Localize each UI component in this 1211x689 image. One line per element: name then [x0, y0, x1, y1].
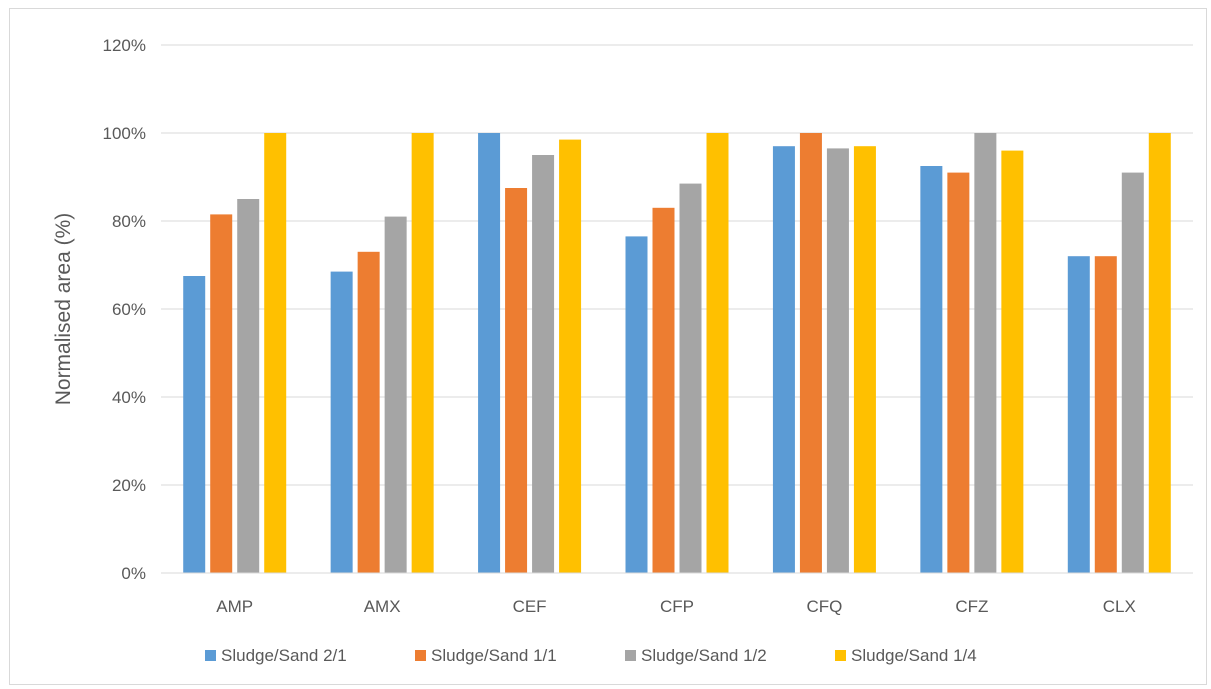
bar-cfp-series-2	[652, 207, 675, 574]
bar-cef-series-3	[532, 155, 555, 573]
bar-amp-series-1	[183, 276, 206, 573]
y-tick-label: 20%	[112, 476, 146, 495]
bar-clx-series-4	[1148, 133, 1171, 573]
y-tick-label: 120%	[103, 36, 146, 55]
x-axis-ticks: AMP AMX CEF CFP CFQ CFZ CLX	[216, 597, 1136, 616]
legend-label-3: Sludge/Sand 1/2	[641, 646, 767, 665]
legend-swatch-2	[415, 650, 426, 661]
bar-amx-series-4	[411, 133, 434, 573]
bars	[183, 133, 1171, 574]
x-tick-label: CFQ	[806, 597, 842, 616]
bar-cef-series-2	[505, 188, 528, 573]
bar-cef-series-4	[559, 139, 582, 573]
x-tick-label: AMP	[216, 597, 253, 616]
gridlines	[161, 44, 1193, 486]
bar-amx-series-3	[384, 216, 407, 573]
bar-clx-series-3	[1121, 172, 1144, 573]
bar-cfz-series-2	[947, 172, 970, 573]
bar-cfz-series-1	[920, 166, 943, 573]
legend-label-1: Sludge/Sand 2/1	[221, 646, 347, 665]
y-tick-label: 40%	[112, 388, 146, 407]
y-tick-label: 80%	[112, 212, 146, 231]
bar-clx-series-1	[1067, 256, 1090, 573]
bar-cfp-series-1	[625, 236, 648, 573]
legend-swatch-3	[625, 650, 636, 661]
bar-cfq-series-1	[772, 146, 795, 573]
x-tick-label: CFP	[660, 597, 694, 616]
bar-cfp-series-4	[706, 133, 729, 573]
bar-cfq-series-3	[826, 148, 849, 573]
bar-amp-series-3	[237, 199, 260, 573]
bar-cfz-series-4	[1001, 150, 1024, 573]
bar-cef-series-1	[478, 133, 501, 573]
bar-amp-series-2	[210, 214, 233, 573]
bar-amp-series-4	[264, 133, 287, 573]
legend-label-4: Sludge/Sand 1/4	[851, 646, 977, 665]
bar-cfq-series-4	[853, 146, 876, 573]
y-tick-label: 100%	[103, 124, 146, 143]
y-axis-ticks: 0% 20% 40% 60% 80% 100% 120%	[103, 36, 146, 583]
x-tick-label: CLX	[1103, 597, 1136, 616]
bar-cfq-series-2	[799, 133, 822, 573]
x-tick-label: AMX	[364, 597, 401, 616]
legend-swatch-1	[205, 650, 216, 661]
y-tick-label: 60%	[112, 300, 146, 319]
bar-clx-series-2	[1094, 256, 1117, 573]
bar-amx-series-1	[330, 271, 353, 573]
legend-label-2: Sludge/Sand 1/1	[431, 646, 557, 665]
legend: Sludge/Sand 2/1 Sludge/Sand 1/1 Sludge/San…	[205, 646, 977, 665]
y-tick-label: 0%	[121, 564, 146, 583]
bar-cfz-series-3	[974, 133, 997, 573]
legend-swatch-4	[835, 650, 846, 661]
x-tick-label: CFZ	[955, 597, 988, 616]
bar-amx-series-2	[357, 251, 380, 574]
bar-cfp-series-3	[679, 183, 702, 573]
y-axis-title: Normalised area (%)	[52, 213, 75, 406]
x-tick-label: CEF	[513, 597, 547, 616]
